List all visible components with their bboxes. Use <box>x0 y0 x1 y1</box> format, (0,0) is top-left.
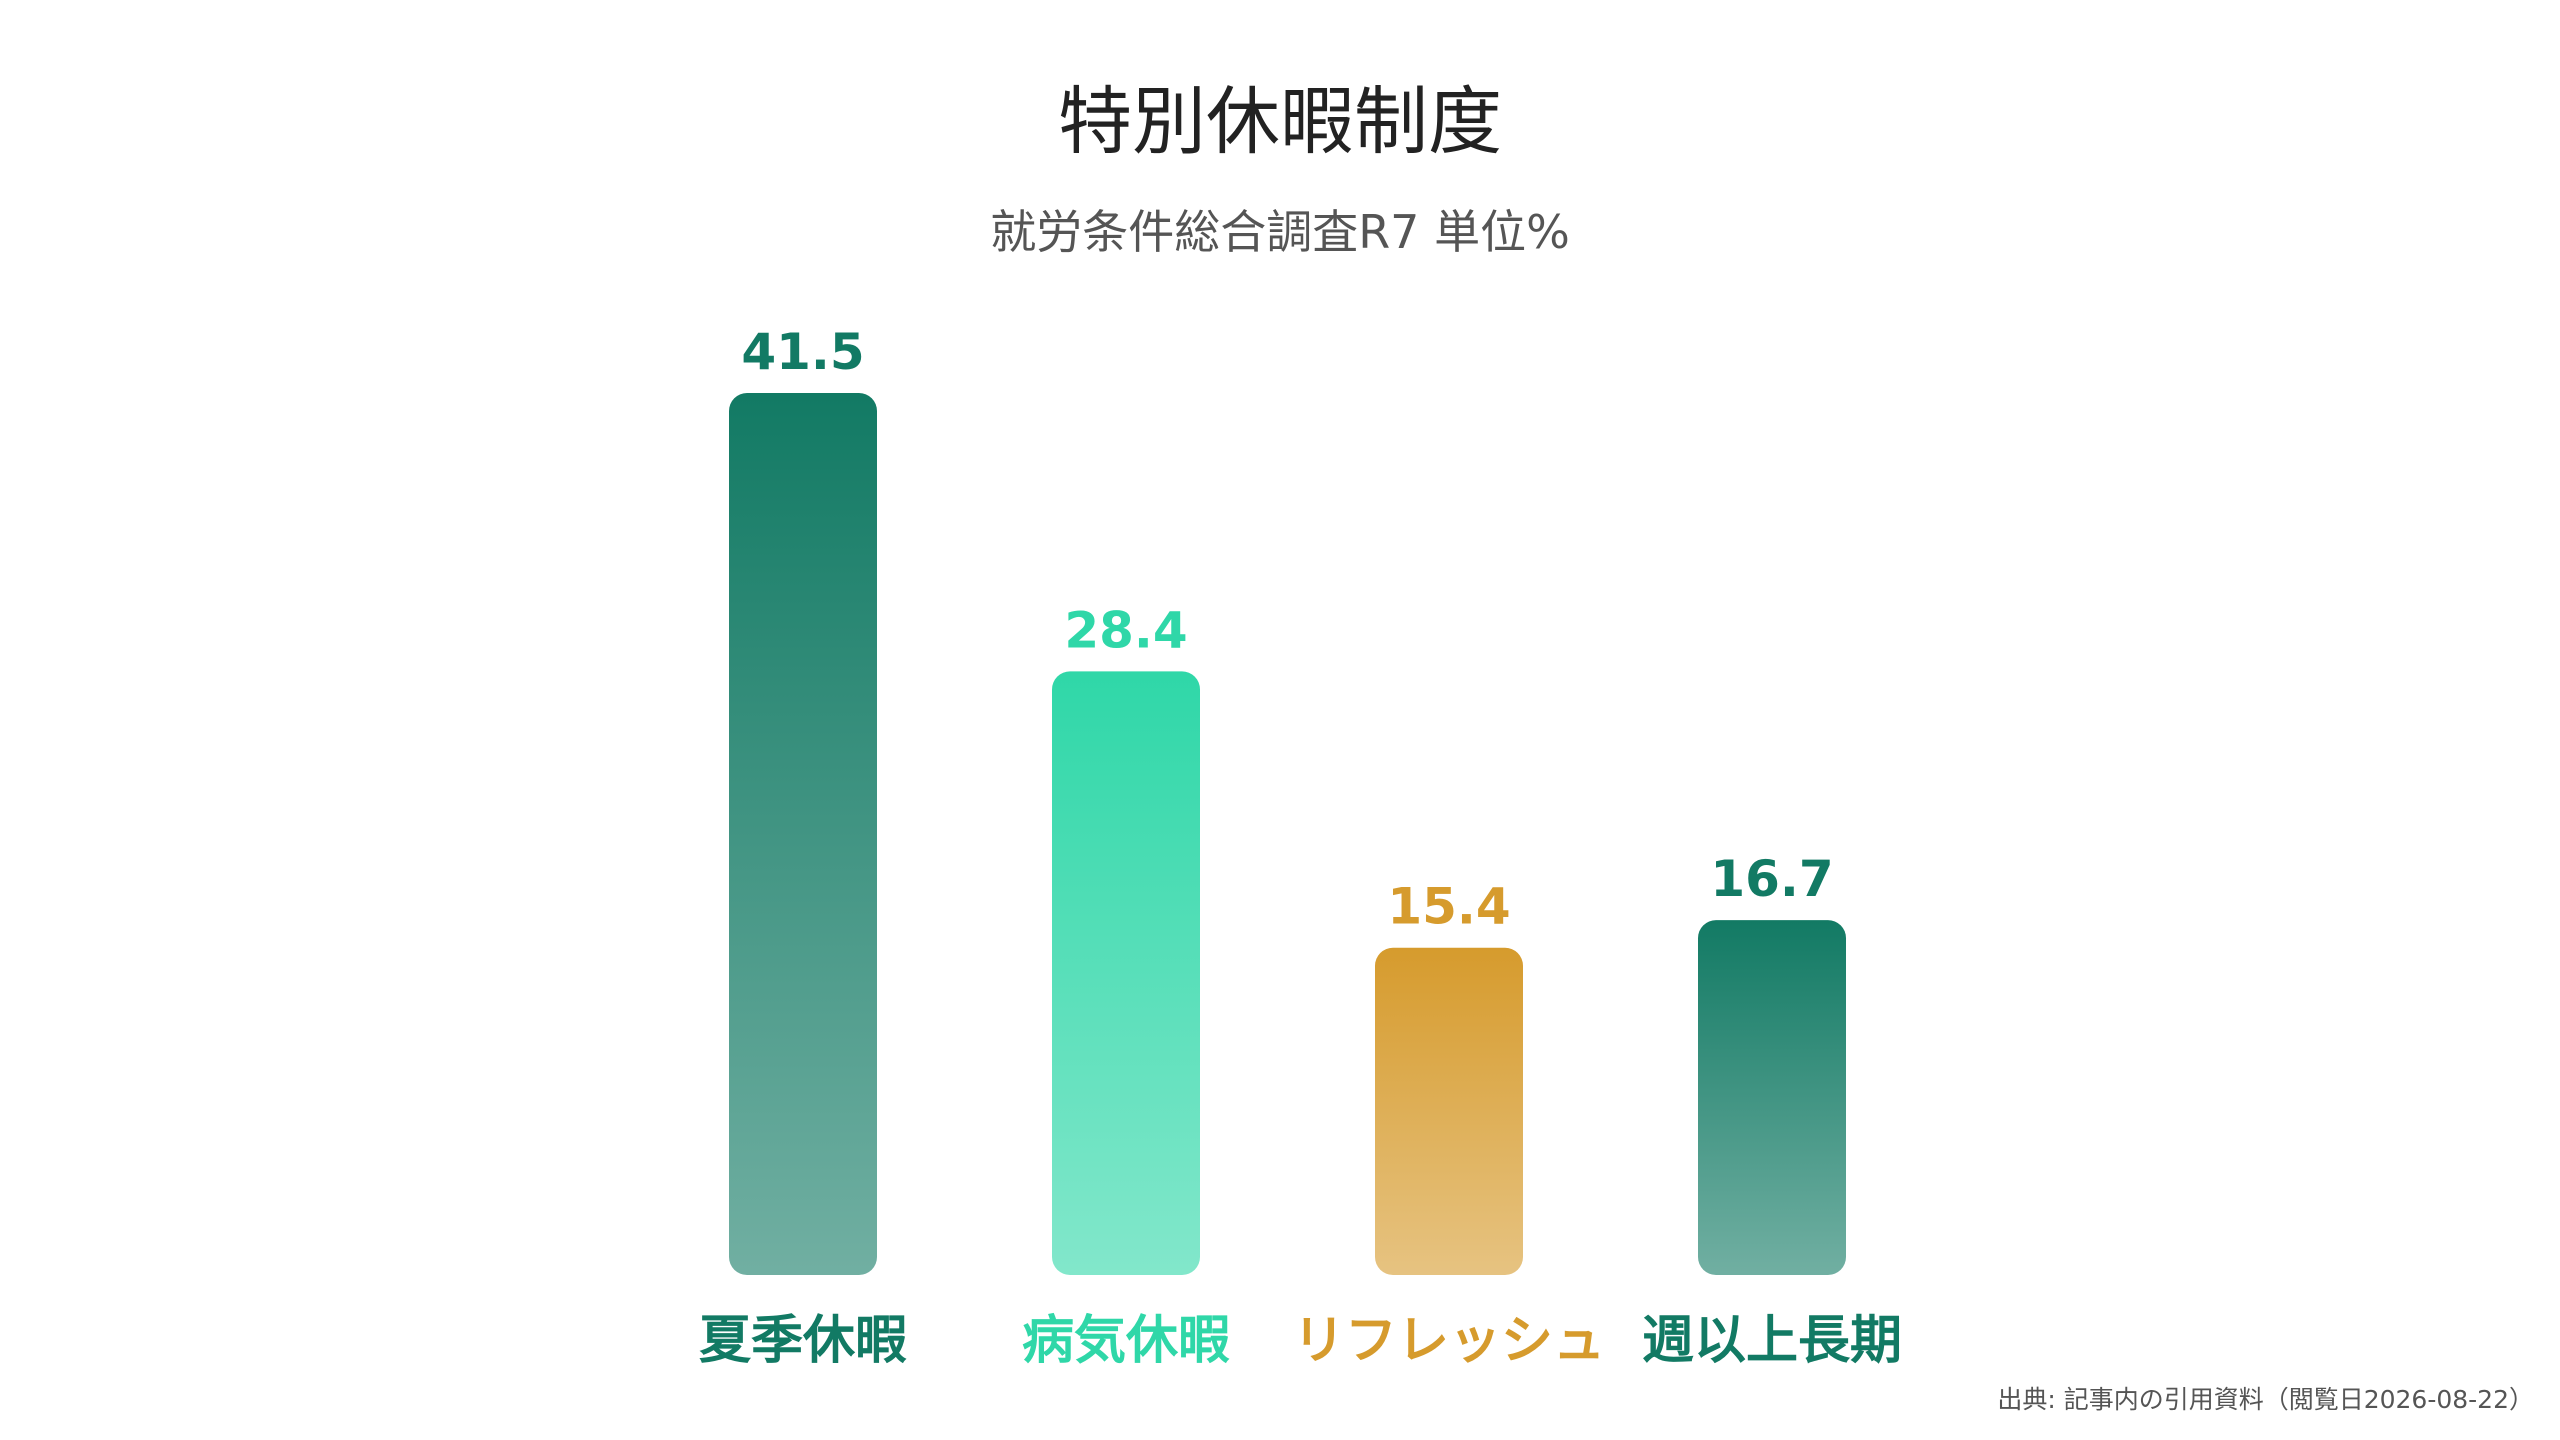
value-label-1: 41.5 <box>741 323 864 381</box>
value-label-3: 15.4 <box>1387 878 1510 936</box>
category-label-2: 病気休暇 <box>1022 1311 1230 1371</box>
bar-3 <box>1375 947 1523 1275</box>
category-label-4: 週以上長期 <box>1642 1311 1902 1371</box>
bars-group: 41.5 夏季休暇 28.4 病気休暇 15.4 リフレッシュ 16.7 週以上長期 <box>699 323 1902 1371</box>
bar-4 <box>1698 920 1846 1275</box>
value-label-2: 28.4 <box>1064 601 1187 659</box>
category-label-3: リフレッシュ <box>1293 1311 1605 1371</box>
chart-title: 特別休暇制度 <box>1058 79 1502 165</box>
value-label-4: 16.7 <box>1710 850 1833 908</box>
bar-1 <box>729 393 877 1275</box>
chart-subtitle: 就労条件総合調査R7 単位% <box>990 205 1570 259</box>
source-note: 出典: 記事内の引用資料（閲覧日2026-08-22） <box>1997 1385 2534 1414</box>
bar-2 <box>1052 671 1200 1275</box>
category-label-1: 夏季休暇 <box>699 1311 907 1371</box>
